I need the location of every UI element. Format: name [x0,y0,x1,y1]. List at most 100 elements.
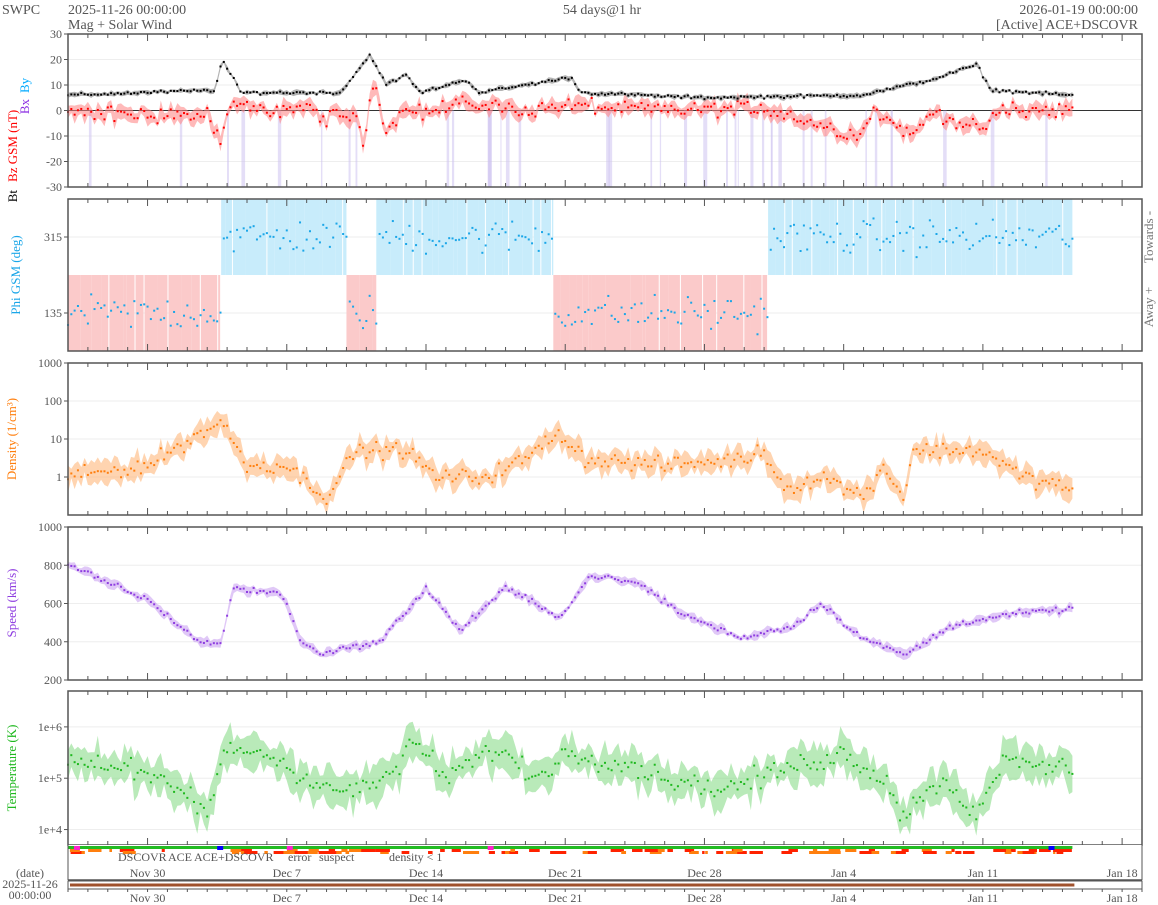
bz-data-point [259,104,262,107]
temperature-data-point [783,771,785,774]
phi-sector-towards [993,199,997,275]
density-data-point [812,480,815,483]
bx-by-bar [505,110,510,187]
bz-data-point [153,116,156,119]
bt-data-point [713,97,716,100]
temperature-data-point [865,767,868,770]
phi-data-point [425,252,427,255]
phi-data-point [186,304,189,307]
bx-by-bar [890,110,893,187]
phi-data-point [647,316,650,319]
phi-sector-towards [225,199,232,275]
phi-data-point [613,318,616,321]
speed-data-point [577,591,580,594]
date-axis-label: (date) [16,866,44,880]
density-data-point [756,444,759,447]
bt-data-point [176,90,179,93]
speed-data-point [279,593,282,596]
density-data-point [590,457,593,460]
temperature-data-point [388,772,391,775]
temperature-data-point [935,792,938,795]
bt-data-point [766,94,769,97]
phi-data-point [597,306,600,309]
density-data-point [507,465,510,468]
speed-data-point [998,615,1001,618]
bt-data-point [889,88,892,91]
density-data-point [129,467,132,470]
bz-data-point [720,110,723,113]
density-data-point [474,476,477,479]
bt-data-point [670,95,673,98]
density-data-point [448,473,451,476]
phi-data-point [845,244,848,247]
phi-sector-towards [467,199,479,275]
bz-data-point [415,111,418,114]
bt-data-point [776,94,779,97]
phi-data-point [620,306,623,309]
temperature-data-point [166,782,169,785]
bx-by-bar [606,110,610,187]
bz-data-point [826,126,829,129]
bz-data-point [673,108,676,111]
bt-data-point [146,91,149,94]
bz-data-point [590,96,593,99]
bz-data-point [686,108,689,111]
speed-data-point [1051,609,1054,612]
bz-data-point [948,116,951,119]
bz-data-point [83,114,86,117]
phi-sector-away [359,275,373,351]
bz-data-point [938,109,941,112]
density-data-point [686,462,689,465]
speed-data-point [507,589,510,592]
bt-data-point [405,73,408,76]
bt-data-point [812,94,815,97]
phi-sector-away [762,275,768,351]
density-data-point [975,451,978,454]
density-data-point [106,471,109,474]
temperature-data-point [342,790,345,793]
density-data-point [899,490,902,493]
phi-data-point [517,234,520,237]
x-tick-label: Dec 14 [409,866,443,880]
phi-data-point [733,315,736,318]
temperature-data-point [650,774,653,777]
speed-data-point [285,602,288,605]
bz-data-point [226,113,229,116]
bz-data-point [342,115,345,118]
density-data-point [342,467,345,470]
speed-data-point [938,631,941,634]
temperature-data-point [212,794,215,797]
bt-data-point [547,79,550,82]
phi-sector-away [630,275,643,351]
bt-data-point [703,98,706,101]
bz-data-point [998,111,1001,114]
phi-data-point [163,317,166,320]
quality-flag-mark [328,849,336,852]
density-ytick-label: 1 [56,470,62,484]
bz-data-point [322,115,325,118]
bt-data-point [249,91,252,94]
speed-data-point [282,598,285,601]
navigator-tick-label: Dec 28 [687,891,721,905]
temperature-data-point [262,755,265,758]
bt-data-point [1034,91,1037,94]
temperature-data-point [875,779,878,782]
bt-data-point [809,94,812,97]
away-label: Away + [1141,287,1156,327]
density-data-point [1051,477,1054,480]
bz-data-point [328,110,331,113]
density-data-point [497,462,500,465]
temperature-data-point [570,750,573,753]
density-data-point [1041,479,1044,482]
speed-data-point [246,590,248,593]
phi-data-point [504,231,507,234]
density-data-point [584,466,587,469]
density-data-point [1018,477,1021,480]
bz-data-point [564,104,567,107]
bt-data-point [882,90,885,93]
density-data-point [908,464,911,467]
bz-data-point [650,110,653,113]
temperature-data-point [143,770,146,773]
density-data-point [852,491,855,494]
bz-data-point [110,105,113,108]
